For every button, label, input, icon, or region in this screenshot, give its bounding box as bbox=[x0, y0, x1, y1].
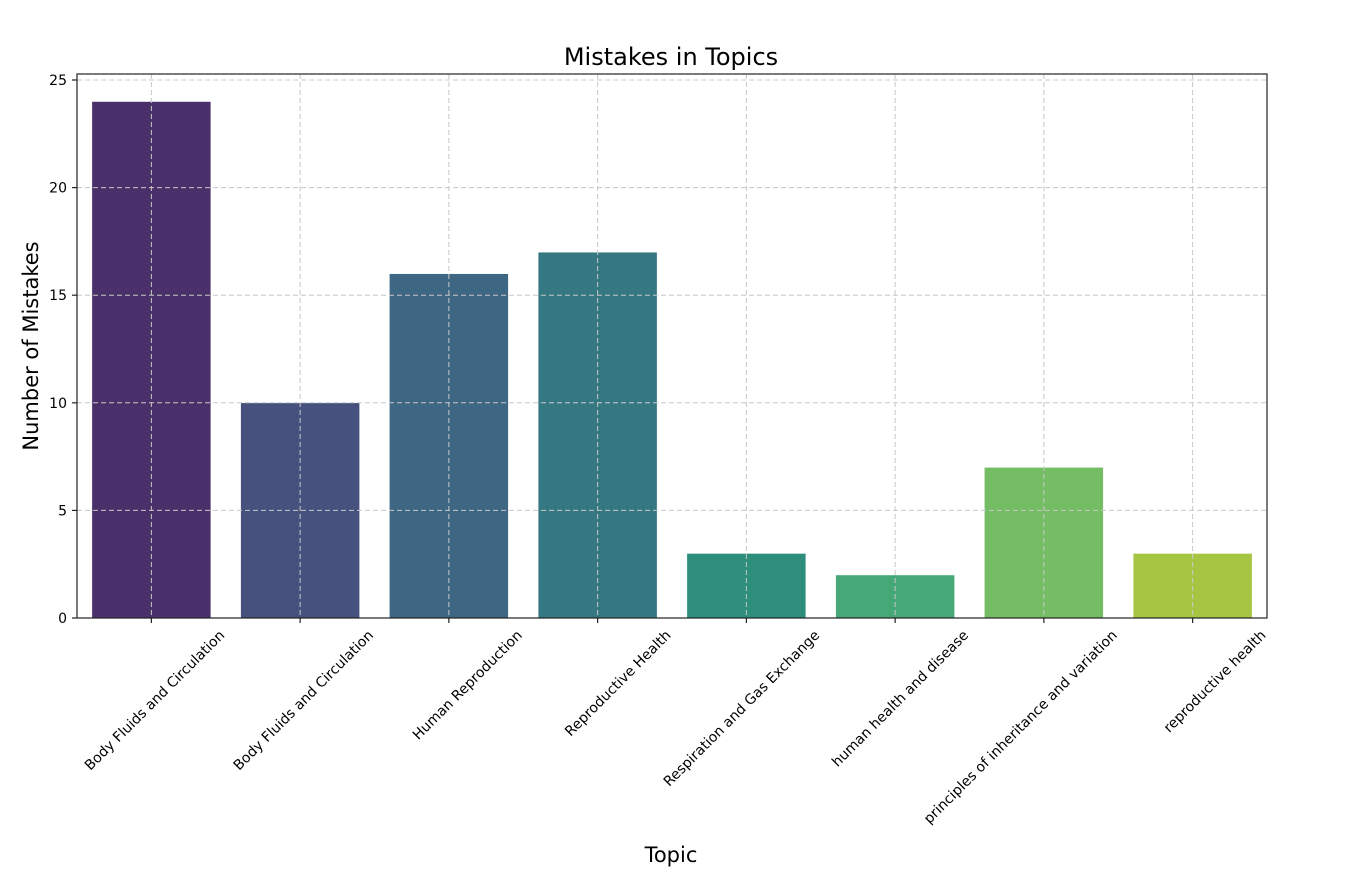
x-tick-label: reproductive health bbox=[1161, 628, 1270, 737]
x-axis-ticks: Body Fluids and Circulation Body Fluids a… bbox=[82, 618, 1270, 827]
x-axis-label: Topic bbox=[644, 843, 698, 867]
x-tick-label: Reproductive Health bbox=[562, 628, 674, 740]
chart-title: Mistakes in Topics bbox=[564, 43, 778, 71]
x-tick-label: Human Reproduction bbox=[410, 628, 526, 744]
x-tick-label: Body Fluids and Circulation bbox=[231, 628, 377, 774]
plot-frame bbox=[76, 73, 1268, 619]
bars bbox=[91, 101, 1253, 619]
y-tick-label: 10 bbox=[49, 396, 67, 412]
x-tick-label: human health and disease bbox=[829, 628, 972, 771]
x-tick-label: Body Fluids and Circulation bbox=[82, 628, 228, 774]
y-tick-label: 25 bbox=[49, 73, 67, 89]
y-tick-label: 5 bbox=[58, 503, 67, 519]
y-axis-ticks: 0 5 10 15 20 25 bbox=[49, 73, 77, 627]
x-tick-label: Respiration and Gas Exchange bbox=[661, 628, 823, 790]
y-axis-label: Number of Mistakes bbox=[19, 241, 43, 450]
y-tick-label: 15 bbox=[49, 288, 67, 304]
y-tick-label: 20 bbox=[49, 181, 67, 197]
y-tick-label: 0 bbox=[58, 611, 67, 627]
